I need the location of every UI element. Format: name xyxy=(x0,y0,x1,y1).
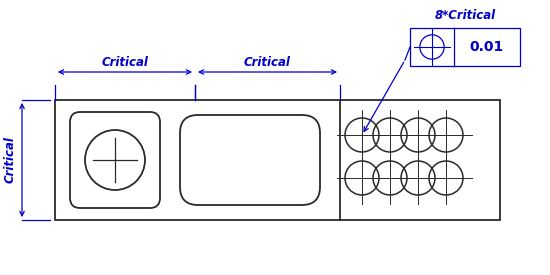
Text: Critical: Critical xyxy=(102,56,148,68)
Bar xyxy=(55,100,500,220)
Text: 0.01: 0.01 xyxy=(470,40,504,54)
Text: 8*Critical: 8*Critical xyxy=(434,9,496,22)
Text: Critical: Critical xyxy=(3,137,16,183)
Bar xyxy=(410,28,520,66)
Text: Critical: Critical xyxy=(244,56,291,68)
